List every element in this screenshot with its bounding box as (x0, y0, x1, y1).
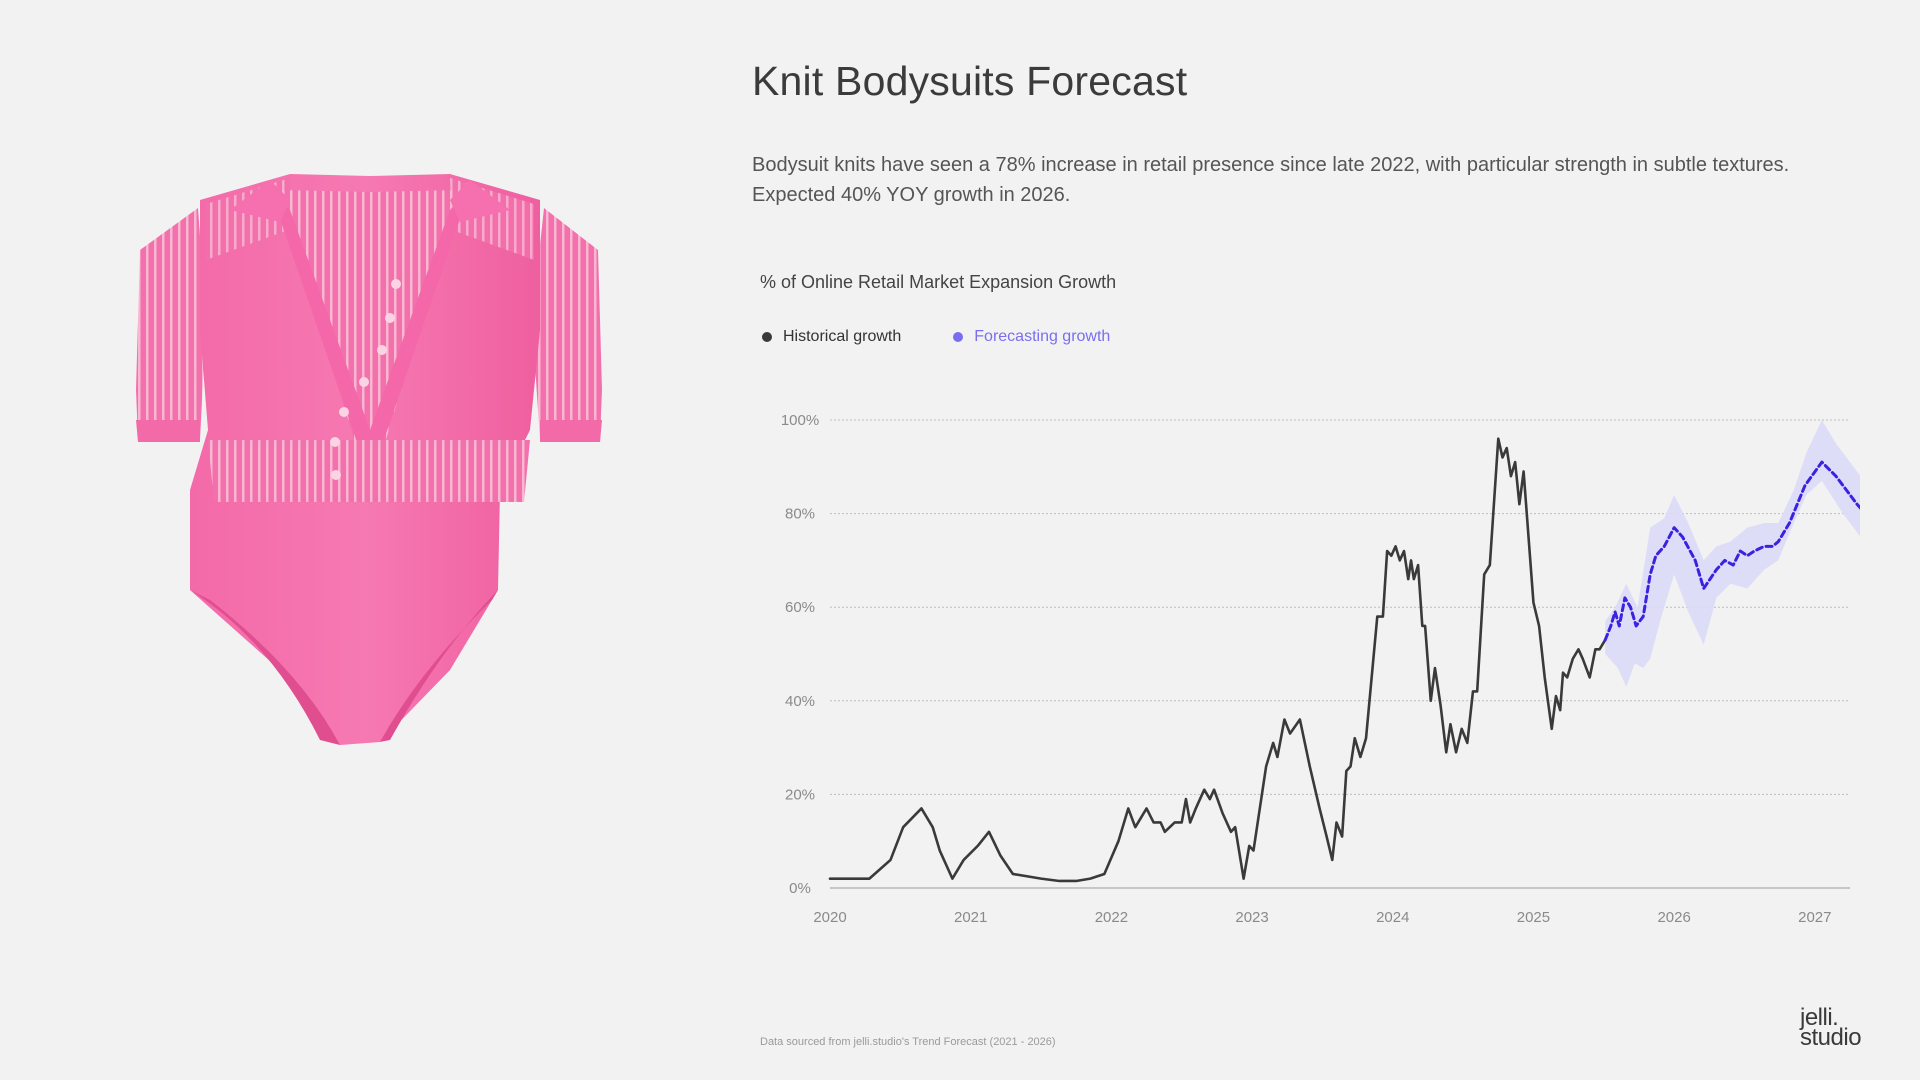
y-tick-label: 20% (785, 786, 815, 803)
legend-dot-historical (762, 332, 772, 342)
legend-dot-forecast (953, 332, 964, 342)
x-tick-label: 2020 (813, 909, 846, 926)
x-tick-label: 2021 (954, 909, 987, 926)
x-tick-label: 2022 (1095, 909, 1128, 926)
y-tick-label: 0% (789, 880, 811, 897)
legend-historical: Historical growth (762, 328, 901, 346)
logo-line-1: jelli. (1800, 1004, 1839, 1031)
growth-line-chart: 0% 20% 40% 60% 80% 100% 2020 2021 2022 2023 2024 20… (781, 412, 1860, 926)
x-tick-label: 2023 (1235, 909, 1268, 926)
forecast-growth-line (1603, 460, 1860, 642)
knit-bodysuit-image (136, 174, 602, 745)
data-source-note: Data sourced from jelli.studio's Trend F… (760, 1036, 1056, 1048)
logo-line-2: studio (1800, 1024, 1862, 1051)
x-tick-label: 2026 (1657, 909, 1690, 926)
x-tick-label: 2025 (1517, 909, 1550, 926)
y-tick-label: 60% (785, 599, 815, 616)
historical-growth-line (828, 437, 1607, 883)
x-tick-label: 2027 (1798, 909, 1831, 926)
chart-legend: Historical growth Forecasting growth (762, 328, 1110, 346)
x-tick-label: 2024 (1376, 909, 1409, 926)
legend-label-historical: Historical growth (783, 328, 902, 345)
jelli-studio-logo: jelli. studio (1800, 1004, 1862, 1051)
y-tick-label: 100% (781, 412, 819, 429)
legend-forecast: Forecasting growth (953, 328, 1110, 346)
legend-label-forecast: Forecasting growth (974, 328, 1111, 345)
forecast-confidence-band (1605, 420, 1860, 687)
y-tick-label: 40% (785, 693, 815, 710)
description: Bodysuit knits have seen a 78% increase … (752, 154, 1790, 206)
y-tick-label: 80% (785, 506, 815, 523)
page-title: Knit Bodysuits Forecast (752, 58, 1188, 104)
chart-title: % of Online Retail Market Expansion Grow… (760, 272, 1117, 292)
